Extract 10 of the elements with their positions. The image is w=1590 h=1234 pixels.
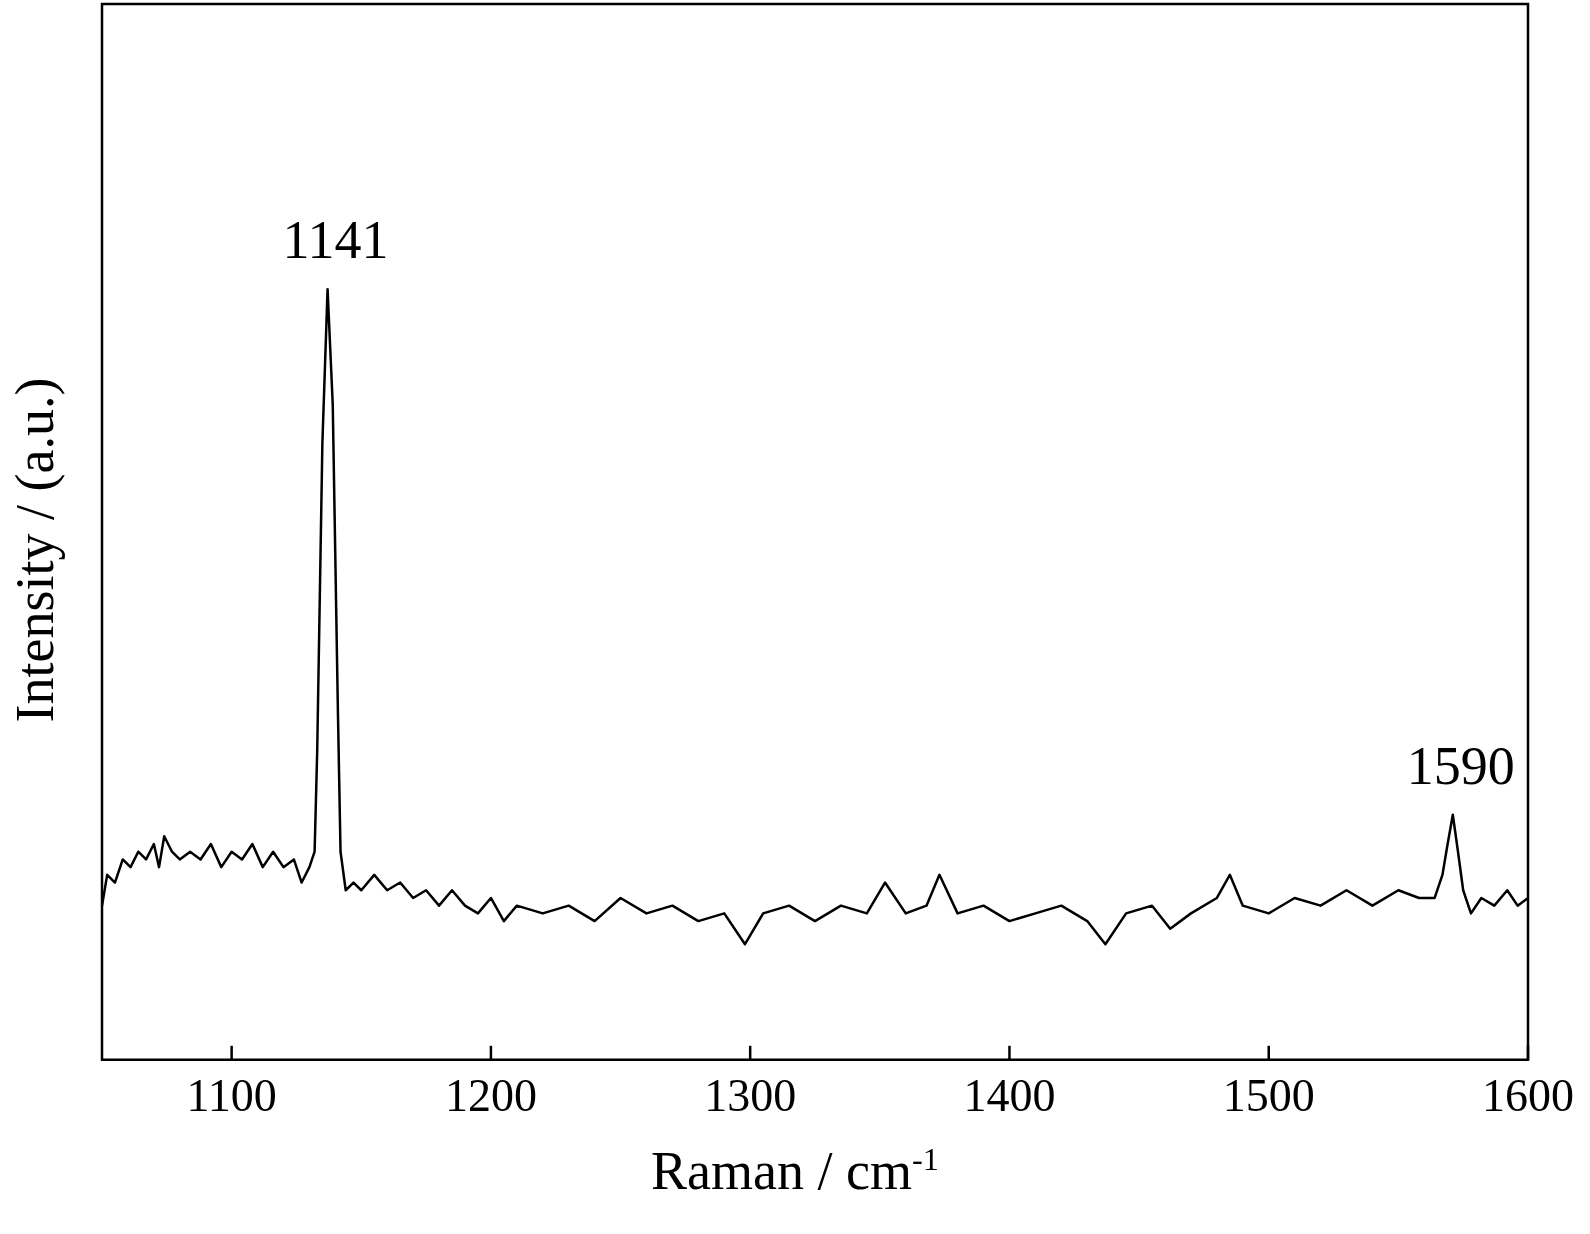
annotation: 1141 (282, 210, 389, 271)
x-tick-label: 1100 (186, 1070, 277, 1122)
x-tick-label: 1200 (444, 1070, 537, 1122)
x-tick-label: 1300 (704, 1070, 797, 1122)
x-tick-label: 1500 (1222, 1070, 1315, 1122)
annotation: 1590 (1406, 735, 1515, 796)
x-axis-title: Raman / cm$^{-1}$ (650, 1140, 940, 1202)
y-axis-title: Intensity / (a.u.) (4, 377, 66, 723)
x-tick-label: 1400 (963, 1070, 1056, 1122)
x-tick-label: 1600 (1482, 1070, 1574, 1122)
